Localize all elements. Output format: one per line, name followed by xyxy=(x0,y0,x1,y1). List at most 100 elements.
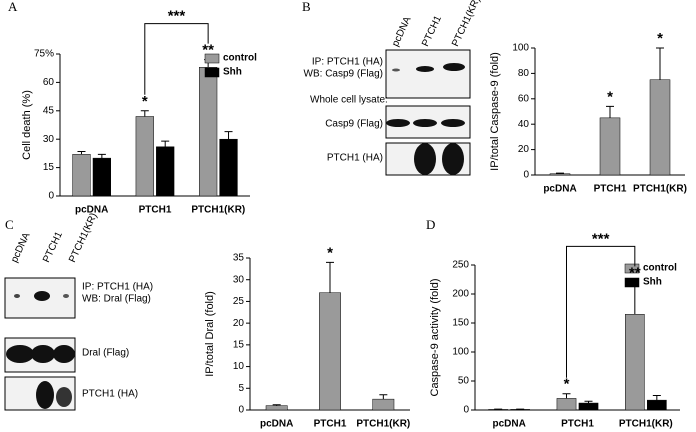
blot-label: PTCH1 (HA) xyxy=(327,153,383,164)
error-bar xyxy=(272,404,281,406)
error-bar xyxy=(97,153,106,159)
y-axis-label: IP/total Dral (fold) xyxy=(204,291,216,377)
legend-swatch xyxy=(204,67,220,78)
y-axis-label: Cell death (%) xyxy=(21,90,33,160)
annotation: ** xyxy=(202,42,214,59)
blot-label: WB: Casp9 (Flag) xyxy=(304,69,383,80)
bar xyxy=(599,117,621,176)
legend-swatch xyxy=(624,277,640,288)
blot-band xyxy=(6,345,34,363)
y-tick-label: 25 xyxy=(233,296,245,307)
blot xyxy=(385,49,471,99)
lane-label: pcDNA xyxy=(390,15,413,49)
y-tick-label: 30 xyxy=(233,274,245,285)
blot-label: WB: Dral (Flag) xyxy=(82,294,151,305)
lane-label: PTCH1(KR) xyxy=(450,0,483,48)
bar xyxy=(578,402,599,411)
lane-label: PTCH1 xyxy=(41,230,65,265)
annotation: * xyxy=(607,88,613,105)
x-tick-label: pcDNA xyxy=(543,184,576,195)
y-tick-label: 10 xyxy=(233,361,245,372)
blot-band xyxy=(386,119,410,127)
bar xyxy=(135,116,154,197)
y-tick-label: 45 xyxy=(43,105,55,116)
y-axis-label: IP/total Caspase-9 (fold) xyxy=(489,52,501,171)
blot-band xyxy=(36,381,54,409)
bar xyxy=(156,146,175,197)
y-tick-label: 60 xyxy=(518,93,530,104)
annotation: * xyxy=(327,244,333,261)
panel-label: B xyxy=(302,0,311,14)
legend-label: Shh xyxy=(643,277,662,288)
error-bar xyxy=(379,394,388,400)
blot-band xyxy=(14,294,20,298)
blot-label: IP: PTCH1 (HA) xyxy=(312,57,383,68)
bar xyxy=(625,314,645,411)
error-bar xyxy=(584,400,593,404)
y-tick-label: 15 xyxy=(233,339,245,350)
blot-band xyxy=(443,63,465,71)
x-tick-label: pcDNA xyxy=(492,419,525,430)
bar xyxy=(549,173,571,176)
lane-label: PTCH1(KR) xyxy=(67,211,100,264)
legend-label: control xyxy=(643,263,677,274)
y-tick-label: 15 xyxy=(43,162,55,173)
blot-band xyxy=(442,143,464,175)
bar xyxy=(72,154,91,197)
bar xyxy=(372,398,395,411)
legend-label: control xyxy=(223,53,257,64)
significance-bracket xyxy=(565,245,636,378)
x-tick-label: PTCH1(KR) xyxy=(633,184,687,195)
bar xyxy=(556,398,577,411)
blot-label: IP: PTCH1 (HA) xyxy=(82,282,153,293)
blot-band xyxy=(63,294,69,298)
blot-label: PTCH1 (HA) xyxy=(82,389,138,400)
error-bar xyxy=(656,47,664,80)
y-tick-label: 20 xyxy=(518,144,530,155)
blot-band xyxy=(416,66,434,72)
annotation: ** xyxy=(629,264,641,281)
panel-label: C xyxy=(5,217,14,232)
legend-swatch xyxy=(624,263,640,274)
y-tick-label: 0 xyxy=(523,170,529,181)
x-tick-label: PTCH1(KR) xyxy=(356,419,410,430)
y-tick-label: 100 xyxy=(512,43,529,54)
bar xyxy=(92,157,111,197)
panel-label: D xyxy=(426,217,435,232)
blot-band xyxy=(53,345,75,363)
x-tick-label: PTCH1 xyxy=(561,419,594,430)
error-bar xyxy=(161,140,170,147)
x-tick-label: pcDNA xyxy=(260,419,293,430)
y-tick-label: 0 xyxy=(463,405,469,416)
blot-band xyxy=(413,119,437,127)
y-tick-label: 35 xyxy=(233,253,245,264)
error-bar xyxy=(606,105,614,118)
error-bar xyxy=(77,151,86,155)
bar xyxy=(649,79,671,176)
y-tick-label: 80 xyxy=(518,68,530,79)
lane-label: pcDNA xyxy=(9,231,32,265)
blot-label: Casp9 (Flag) xyxy=(325,119,383,130)
error-bar xyxy=(326,261,334,293)
annotation: * xyxy=(142,93,148,110)
bar xyxy=(219,138,238,197)
bar xyxy=(199,67,218,197)
y-tick-label: 250 xyxy=(452,260,469,271)
annotation: *** xyxy=(592,230,610,247)
y-tick-label: 5 xyxy=(238,383,244,394)
blot-band xyxy=(31,345,55,363)
legend-swatch xyxy=(204,53,220,64)
error-bar xyxy=(556,172,564,174)
y-tick-label: 0 xyxy=(238,405,244,416)
error-bar xyxy=(224,131,233,140)
y-tick-label: 60 xyxy=(43,77,55,88)
y-tick-label: 100 xyxy=(452,347,469,358)
x-tick-label: PTCH1(KR) xyxy=(619,419,673,430)
blot-label: Dral (Flag) xyxy=(82,348,129,359)
bar xyxy=(647,399,667,411)
y-tick-label: 30 xyxy=(43,134,55,145)
blot-label: Whole cell lysate: xyxy=(310,95,388,106)
x-tick-label: PTCH1 xyxy=(314,419,347,430)
blot-band xyxy=(414,143,436,175)
